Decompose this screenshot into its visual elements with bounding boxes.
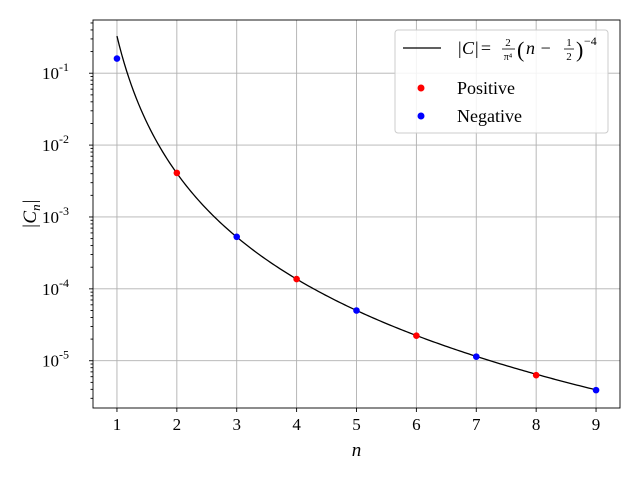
y-axis-label-main: |C	[20, 211, 41, 229]
legend-curve-label: |C| =	[457, 38, 491, 58]
legend-frac-num: 2	[505, 37, 511, 49]
positive-point	[293, 275, 300, 283]
y-axis-label-sub: n	[28, 204, 43, 211]
legend-curve-lhs: |C|	[457, 38, 479, 58]
legend-box	[394, 29, 609, 134]
x-tick-label: 2	[173, 415, 182, 434]
legend-positive-marker	[417, 84, 425, 92]
legend-curve-eq: =	[481, 38, 491, 58]
legend-paren-open: (	[517, 37, 524, 62]
x-tick-label: 3	[232, 415, 241, 434]
legend: |C| = 2 π⁴ ( n − 1 2 ) −4 Positive Negati…	[394, 29, 609, 134]
y-axis-label-close: |	[20, 199, 41, 204]
negative-point	[233, 233, 241, 241]
positive-point	[413, 332, 420, 339]
negative-point	[353, 307, 360, 314]
legend-frac-den: π⁴	[504, 52, 513, 63]
x-tick-label: 1	[113, 415, 122, 434]
x-tick-label: 4	[292, 415, 301, 434]
points-layer	[113, 55, 600, 394]
x-axis-label: n	[352, 440, 362, 461]
legend-curve-math: 2 π⁴ ( n − 1 2 ) −4	[502, 34, 597, 63]
legend-paren-close: )	[576, 37, 583, 62]
y-tick-label: 10-3	[42, 204, 69, 227]
x-tick-label: 5	[352, 415, 361, 434]
negative-point	[472, 353, 480, 360]
x-tick-label: 8	[532, 415, 541, 434]
y-tick-label: 10-4	[42, 276, 69, 299]
positive-point	[532, 371, 540, 379]
y-axis-label: |Cn|	[20, 199, 43, 229]
legend-half-den: 2	[566, 51, 572, 63]
x-tick-label: 9	[592, 415, 601, 434]
negative-point	[592, 386, 600, 394]
x-tick-label: 6	[412, 415, 421, 434]
legend-body: n −	[526, 38, 552, 58]
y-tick-label: 10-2	[42, 132, 69, 155]
legend-exponent: −4	[584, 34, 597, 48]
positive-point	[173, 169, 181, 177]
negative-point	[113, 55, 121, 62]
legend-negative-marker	[417, 112, 425, 120]
legend-negative-label: Negative	[457, 106, 522, 126]
legend-positive-label: Positive	[457, 78, 515, 98]
legend-half-num: 1	[566, 37, 572, 49]
y-tick-label: 10-5	[42, 348, 69, 371]
y-tick-label: 10-1	[42, 60, 69, 83]
x-tick-label: 7	[472, 415, 481, 434]
ticks: 1 2 3 4 5 6 7 8 9 10-1 10-2 10-3 10-4 10-5	[42, 22, 601, 434]
